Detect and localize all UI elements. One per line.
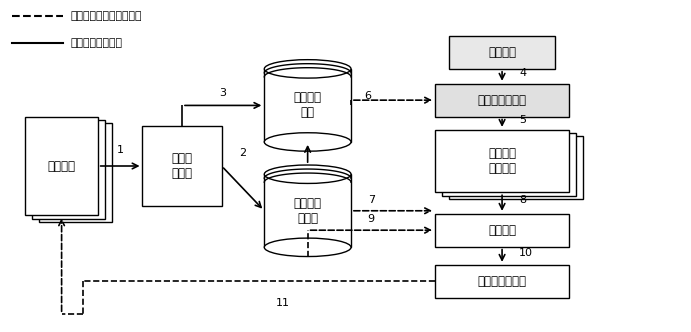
FancyBboxPatch shape (448, 136, 583, 199)
FancyBboxPatch shape (32, 120, 104, 219)
Text: 1: 1 (117, 145, 124, 155)
Text: 资源调度与监控: 资源调度与监控 (477, 275, 527, 288)
Text: 6: 6 (365, 91, 372, 101)
Text: 资源需求: 资源需求 (488, 46, 516, 59)
Text: 9: 9 (368, 214, 375, 224)
Text: 2: 2 (239, 148, 247, 158)
FancyBboxPatch shape (448, 36, 556, 69)
Text: 10: 10 (519, 248, 533, 258)
Ellipse shape (264, 238, 351, 257)
FancyBboxPatch shape (435, 265, 569, 298)
Text: 候选虚拟
资源列表: 候选虚拟 资源列表 (488, 147, 516, 175)
Text: 模型解
析引擎: 模型解 析引擎 (171, 152, 193, 180)
Text: 7: 7 (368, 195, 375, 205)
Ellipse shape (264, 165, 351, 184)
Text: 8: 8 (519, 195, 527, 205)
FancyBboxPatch shape (435, 84, 569, 117)
Text: 资源绑定: 资源绑定 (488, 224, 516, 237)
Bar (264, 174, 351, 247)
FancyBboxPatch shape (142, 126, 222, 206)
Text: 虚拟资源
模型库: 虚拟资源 模型库 (294, 197, 321, 225)
Text: 11: 11 (276, 298, 290, 308)
Text: 资源模型: 资源模型 (48, 159, 75, 173)
Text: 4: 4 (519, 68, 527, 78)
FancyBboxPatch shape (39, 123, 111, 222)
FancyBboxPatch shape (442, 133, 576, 196)
Bar (264, 69, 351, 142)
FancyBboxPatch shape (435, 214, 569, 247)
Text: 虚拟资源发布流程: 虚拟资源发布流程 (70, 38, 122, 47)
FancyBboxPatch shape (26, 117, 97, 215)
Ellipse shape (264, 60, 351, 78)
FancyBboxPatch shape (435, 130, 569, 192)
Text: 智能查找与匹配: 智能查找与匹配 (477, 94, 527, 107)
Text: 虚拟资源查找与调度流程: 虚拟资源查找与调度流程 (70, 11, 142, 21)
Text: 3: 3 (220, 88, 227, 98)
Text: 5: 5 (519, 115, 527, 125)
Text: 虚拟资源
目录: 虚拟资源 目录 (294, 91, 321, 120)
Ellipse shape (264, 133, 351, 151)
